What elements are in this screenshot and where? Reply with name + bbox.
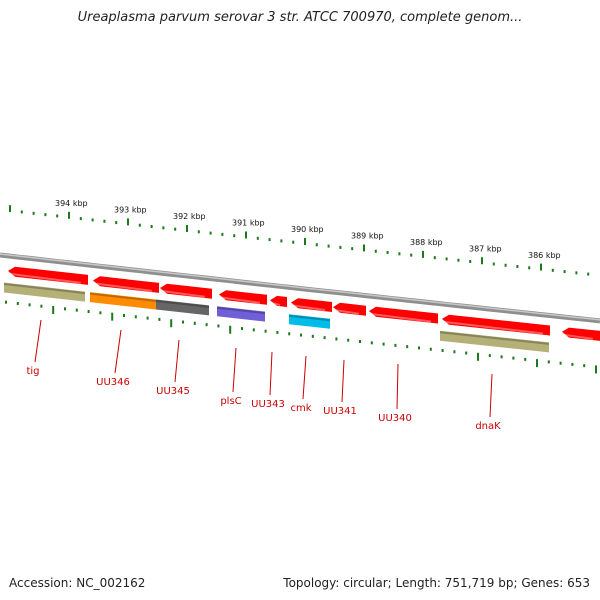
ruler-label: 387 kbp	[469, 244, 502, 253]
gene-box-uu346	[90, 292, 156, 310]
gene-box-uu345-edge	[155, 300, 210, 308]
accession-text: Accession: NC_002162	[9, 576, 146, 590]
genome-summary-text: Topology: circular; Length: 751,719 bp; …	[283, 576, 590, 590]
cds-arrow-9-shade	[443, 320, 544, 335]
cds-arrow-4	[219, 290, 267, 305]
cds-arrow-7-shade	[334, 309, 360, 315]
gene-box-plsc	[217, 306, 265, 322]
gene-box-dnak	[440, 330, 549, 353]
ruler-label: 393 kbp	[114, 206, 147, 215]
cds-arrow-10-shade	[563, 333, 594, 340]
gene-box-plsc-edge	[216, 306, 266, 315]
cds-arrow-10	[562, 327, 600, 341]
ruler-label: 392 kbp	[173, 212, 206, 221]
cds-arrow-5	[270, 295, 287, 307]
ruler-label: 391 kbp	[232, 219, 265, 228]
gene-box-tig-edge	[3, 282, 86, 295]
gene-box-tig	[4, 282, 85, 302]
gene-box-cmk-edge	[288, 314, 331, 322]
cds-arrow-9	[442, 314, 550, 336]
leader-line-uu346	[114, 329, 122, 374]
map-title: Ureaplasma parvum serovar 3 str. ATCC 70…	[77, 10, 523, 25]
leader-line-plsc	[232, 347, 237, 393]
leader-line-tig	[34, 319, 42, 363]
genome-backbone	[0, 252, 600, 324]
leader-line-cmk	[302, 355, 307, 400]
ruler-label: 389 kbp	[351, 232, 384, 241]
cds-arrow-2	[93, 276, 159, 293]
genome-backbone-highlight	[0, 253, 600, 321]
gene-label-uu341: UU341	[323, 406, 357, 417]
gene-label-tig: tig	[26, 366, 39, 377]
cds-arrow-2-shade	[94, 282, 153, 292]
feature-layer	[3, 266, 600, 353]
leader-line-uu341	[341, 359, 345, 403]
cds-arrow-6-shade	[292, 304, 326, 311]
leader-line-dnak	[489, 373, 493, 418]
ruler-label: 394 kbp	[55, 199, 88, 208]
cds-arrow-5-shade	[271, 302, 281, 307]
backbone-layer	[0, 252, 600, 324]
leader-line-uu345	[174, 339, 180, 383]
ruler-label: 386 kbp	[528, 251, 561, 260]
gene-box-dnak-edge	[439, 331, 550, 345]
cds-arrow-8	[369, 306, 438, 324]
gene-label-uu346: UU346	[96, 377, 130, 388]
gene-box-uu346-edge	[89, 292, 157, 303]
cds-arrow-1	[8, 266, 88, 285]
cds-arrow-3-shade	[161, 289, 206, 298]
gene-label-uu343: UU343	[251, 399, 285, 410]
ruler-label-layer: 394 kbp 393 kbp 392 kbp 391 kbp 390 kbp 389 k…	[55, 199, 561, 260]
cds-arrow-7	[333, 302, 366, 316]
ruler-label: 388 kbp	[410, 238, 443, 247]
cds-arrow-1-shade	[9, 272, 82, 284]
gene-box-uu345	[156, 299, 209, 316]
ruler-label: 390 kbp	[291, 225, 324, 234]
gene-label-plsc: plsC	[220, 396, 241, 407]
gene-label-uu340: UU340	[378, 413, 412, 424]
leader-line-uu340	[396, 363, 399, 410]
gene-label-dnak: dnaK	[475, 421, 501, 432]
cds-arrow-6	[291, 298, 332, 312]
tick-layer	[5, 205, 597, 374]
cds-arrow-3	[160, 283, 212, 299]
gene-label-cmk: cmk	[290, 403, 311, 414]
gene-box-cmk	[289, 314, 330, 329]
cds-arrow-8-shade	[370, 313, 432, 323]
leader-line-uu343	[269, 351, 273, 396]
label-layer: tig UU346 UU345 plsC UU343 cmk UU341 UU340 dnaK	[26, 319, 501, 432]
cds-arrow-4-shade	[220, 296, 261, 304]
gene-label-uu345: UU345	[156, 386, 190, 397]
